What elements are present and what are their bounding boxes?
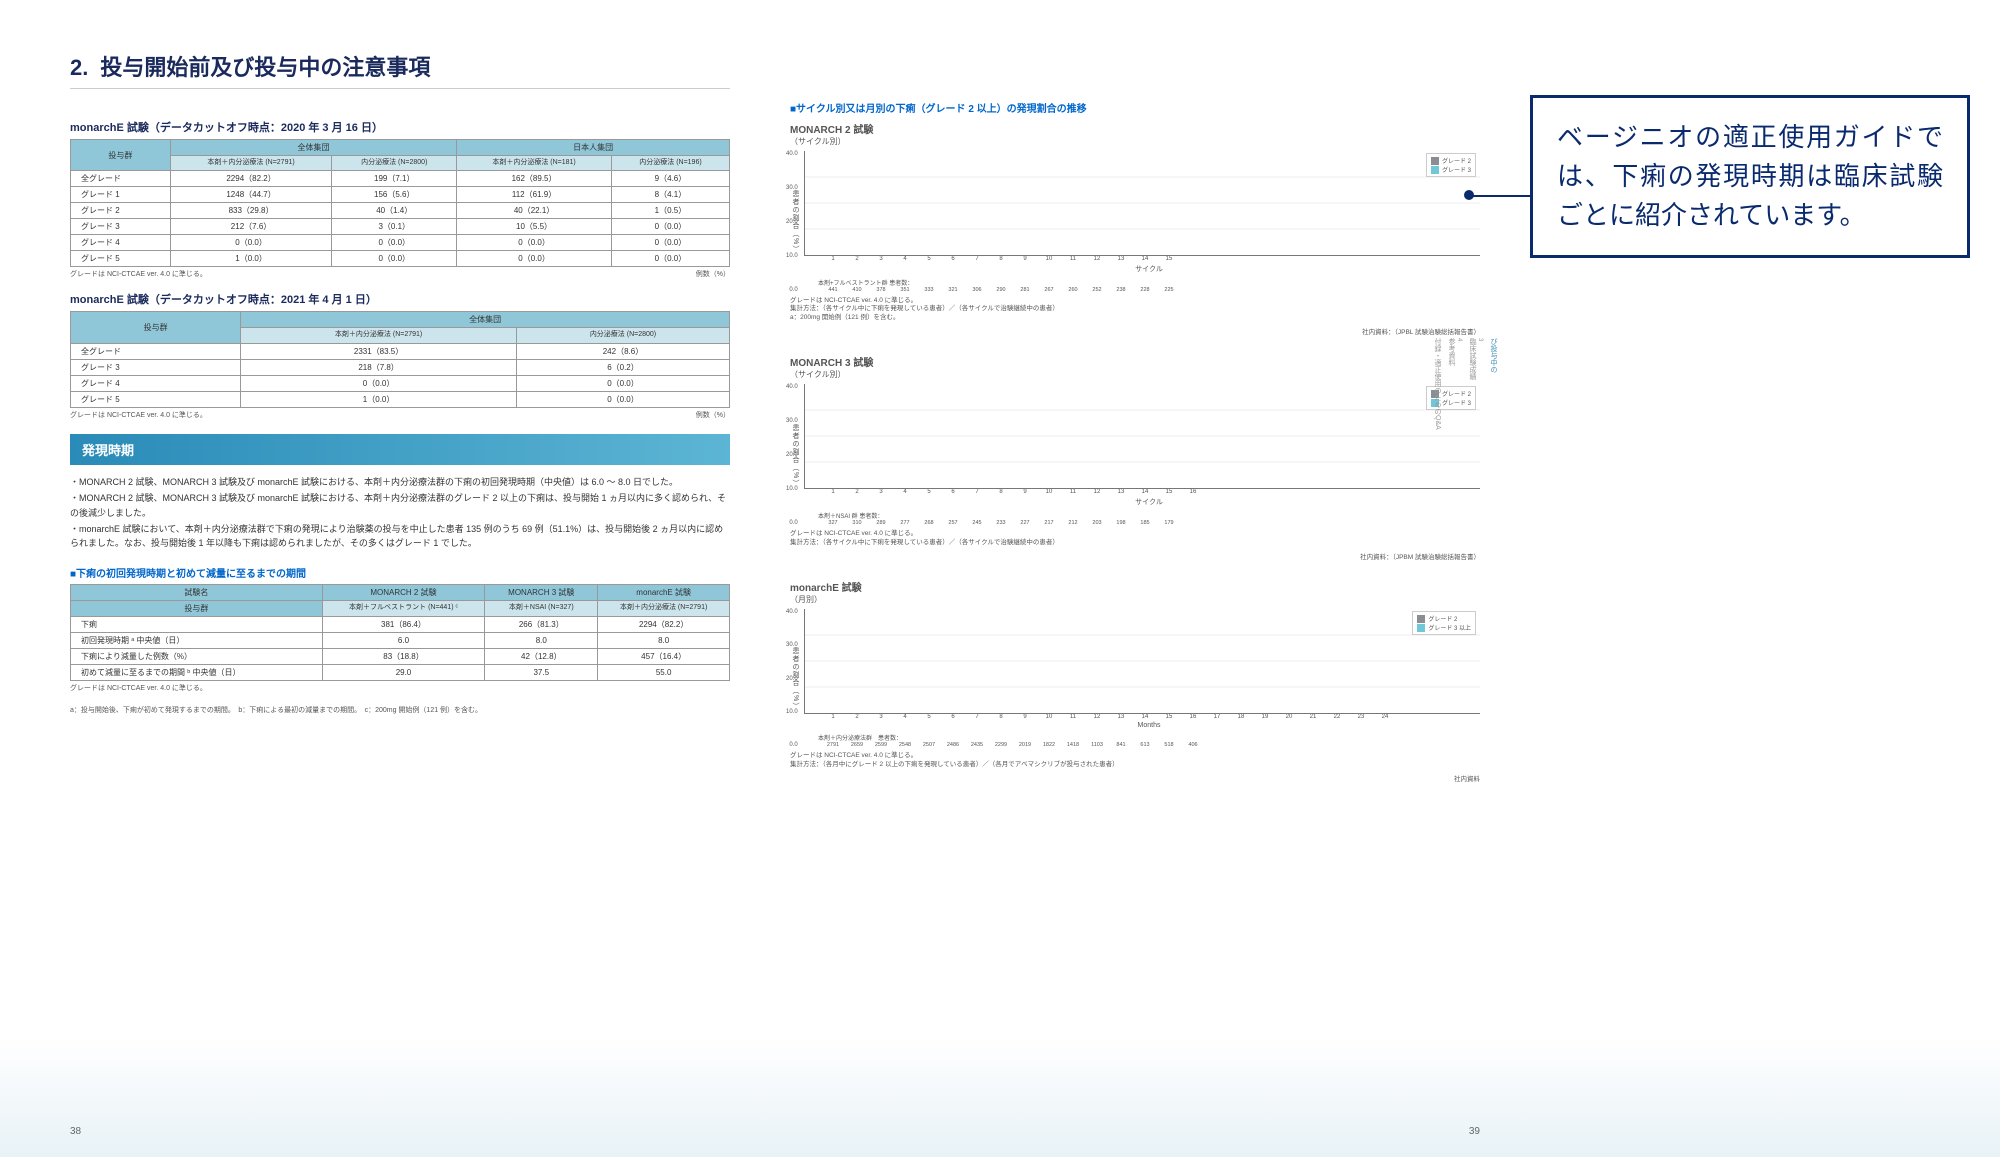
table3-heading: ■下痢の初回発現時期と初めて減量に至るまでの期間 xyxy=(70,565,730,580)
side-tab[interactable]: 3臨床試験成績 xyxy=(1465,330,1486,438)
table2: 投与群全体集団 本剤＋内分泌療法 (N=2791)内分泌療法 (N=2800) … xyxy=(70,311,730,407)
table1: 投与群全体集団日本人集団 本剤＋内分泌療法 (N=2791)内分泌療法 (N=2… xyxy=(70,139,730,267)
onset-bullets: ・MONARCH 2 試験、MONARCH 3 試験及び monarchE 試験… xyxy=(70,475,730,551)
table3: 試験名MONARCH 2 試験MONARCH 3 試験monarchE 試験 投… xyxy=(70,584,730,681)
chart: MONARCH 2 試験（サイクル別）患者の割合（%）40.030.020.01… xyxy=(790,121,1480,336)
page-left: 2.投与開始前及び投与中の注意事項 monarchE 試験（データカットオフ時点… xyxy=(0,0,750,1157)
callout-box: ベージニオの適正使用ガイドでは、下痢の発現時期は臨床試験ごとに紹介されています。 xyxy=(1530,95,1970,258)
onset-heading: 発現時期 xyxy=(70,434,730,465)
page-right: ■サイクル別又は月別の下痢（グレード 2 以上）の発現割合の推移 MONARCH… xyxy=(750,0,1500,1157)
table2-note: グレードは NCI-CTCAE ver. 4.0 に準じる。例数（%） xyxy=(70,410,730,420)
side-tabs: び投与中の 3臨床試験成績 4参考資料 付録・適正使用のためのQ&A xyxy=(1430,330,1500,478)
chart: monarchE 試験（月別）患者の割合（%）40.030.020.010.00… xyxy=(790,579,1480,783)
table1-note: グレードは NCI-CTCAE ver. 4.0 に準じる。例数（%） xyxy=(70,269,730,279)
table2-caption: monarchE 試験（データカットオフ時点：2021 年 4 月 1 日） xyxy=(70,291,730,307)
table3-note2: a：投与開始後、下痢が初めて発現するまでの期間。 b：下痢による最初の減量までの… xyxy=(70,705,730,715)
charts-heading: ■サイクル別又は月別の下痢（グレード 2 以上）の発現割合の推移 xyxy=(790,100,1480,115)
page-num-right: 39 xyxy=(1469,1126,1480,1137)
side-tab[interactable]: び投与中の xyxy=(1486,330,1500,438)
table1-caption: monarchE 試験（データカットオフ時点：2020 年 3 月 16 日） xyxy=(70,119,730,135)
chart: MONARCH 3 試験（サイクル別）患者の割合（%）40.030.020.01… xyxy=(790,354,1480,561)
page-num-left: 38 xyxy=(70,1126,81,1137)
section-title: 2.投与開始前及び投与中の注意事項 xyxy=(70,50,730,89)
side-tab[interactable]: 4参考資料 xyxy=(1444,330,1465,438)
side-tab[interactable]: 付録・適正使用のためのQ&A xyxy=(1430,330,1444,438)
table3-note: グレードは NCI-CTCAE ver. 4.0 に準じる。 xyxy=(70,683,730,693)
